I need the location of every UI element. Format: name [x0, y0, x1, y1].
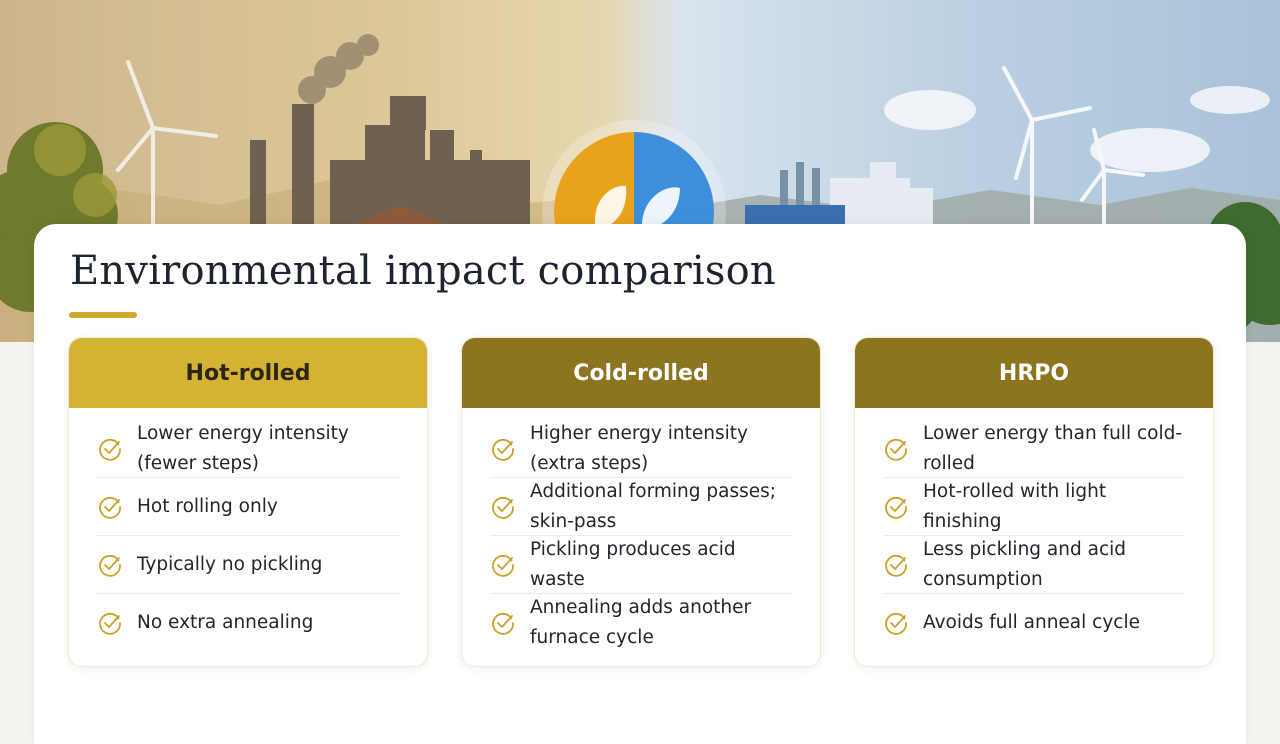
list-item-text: Pickling produces acid waste [530, 538, 736, 590]
list-item-text: Additional forming passes; skin-pass [530, 480, 776, 532]
check-circle-icon [99, 438, 121, 461]
content-card: Environmental impact comparison Hot-roll… [34, 224, 1246, 744]
check-circle-icon [492, 612, 514, 635]
column-hot-rolled: Hot-rolled Lower energy intensity (fewer… [68, 337, 428, 667]
check-circle-icon [885, 554, 907, 577]
list-item-text: Higher energy intensity (extra steps) [530, 422, 748, 474]
column-item-list: Higher energy intensity (extra steps) Ad… [462, 408, 820, 651]
list-item: Typically no pickling [97, 536, 399, 594]
list-item: Higher energy intensity (extra steps) [490, 420, 792, 478]
column-hrpo: HRPO Lower energy than full cold-rolled … [854, 337, 1214, 667]
list-item: No extra annealing [97, 594, 399, 651]
list-item-text: Annealing adds another furnace cycle [530, 596, 752, 648]
list-item-text: Lower energy intensity (fewer steps) [137, 422, 349, 474]
column-item-list: Lower energy than full cold-rolled Hot-r… [855, 408, 1213, 651]
page-title: Environmental impact comparison [70, 248, 776, 294]
list-item-text: Hot-rolled with light finishing [923, 480, 1107, 532]
list-item: Hot rolling only [97, 478, 399, 536]
list-item: Hot-rolled with light finishing [883, 478, 1185, 536]
list-item: Annealing adds another furnace cycle [490, 594, 792, 651]
list-item: Lower energy intensity (fewer steps) [97, 420, 399, 478]
check-circle-icon [492, 438, 514, 461]
column-heading: Cold-rolled [462, 338, 820, 408]
column-heading: Hot-rolled [69, 338, 427, 408]
check-circle-icon [885, 496, 907, 519]
list-item-text: No extra annealing [137, 611, 314, 633]
list-item-text: Less pickling and acid consumption [923, 538, 1126, 590]
list-item-text: Avoids full anneal cycle [923, 611, 1140, 633]
list-item: Lower energy than full cold-rolled [883, 420, 1185, 478]
list-item: Less pickling and acid consumption [883, 536, 1185, 594]
check-circle-icon [885, 438, 907, 461]
check-circle-icon [492, 554, 514, 577]
list-item: Avoids full anneal cycle [883, 594, 1185, 651]
list-item-text: Hot rolling only [137, 495, 278, 517]
list-item: Pickling produces acid waste [490, 536, 792, 594]
title-accent-underline [69, 312, 137, 318]
list-item-text: Lower energy than full cold-rolled [923, 422, 1183, 474]
column-heading: HRPO [855, 338, 1213, 408]
check-circle-icon [885, 612, 907, 635]
check-circle-icon [492, 496, 514, 519]
check-circle-icon [99, 496, 121, 519]
check-circle-icon [99, 554, 121, 577]
check-circle-icon [99, 612, 121, 635]
column-item-list: Lower energy intensity (fewer steps) Hot… [69, 408, 427, 651]
column-cold-rolled: Cold-rolled Higher energy intensity (ext… [461, 337, 821, 667]
list-item: Additional forming passes; skin-pass [490, 478, 792, 536]
list-item-text: Typically no pickling [137, 553, 323, 575]
